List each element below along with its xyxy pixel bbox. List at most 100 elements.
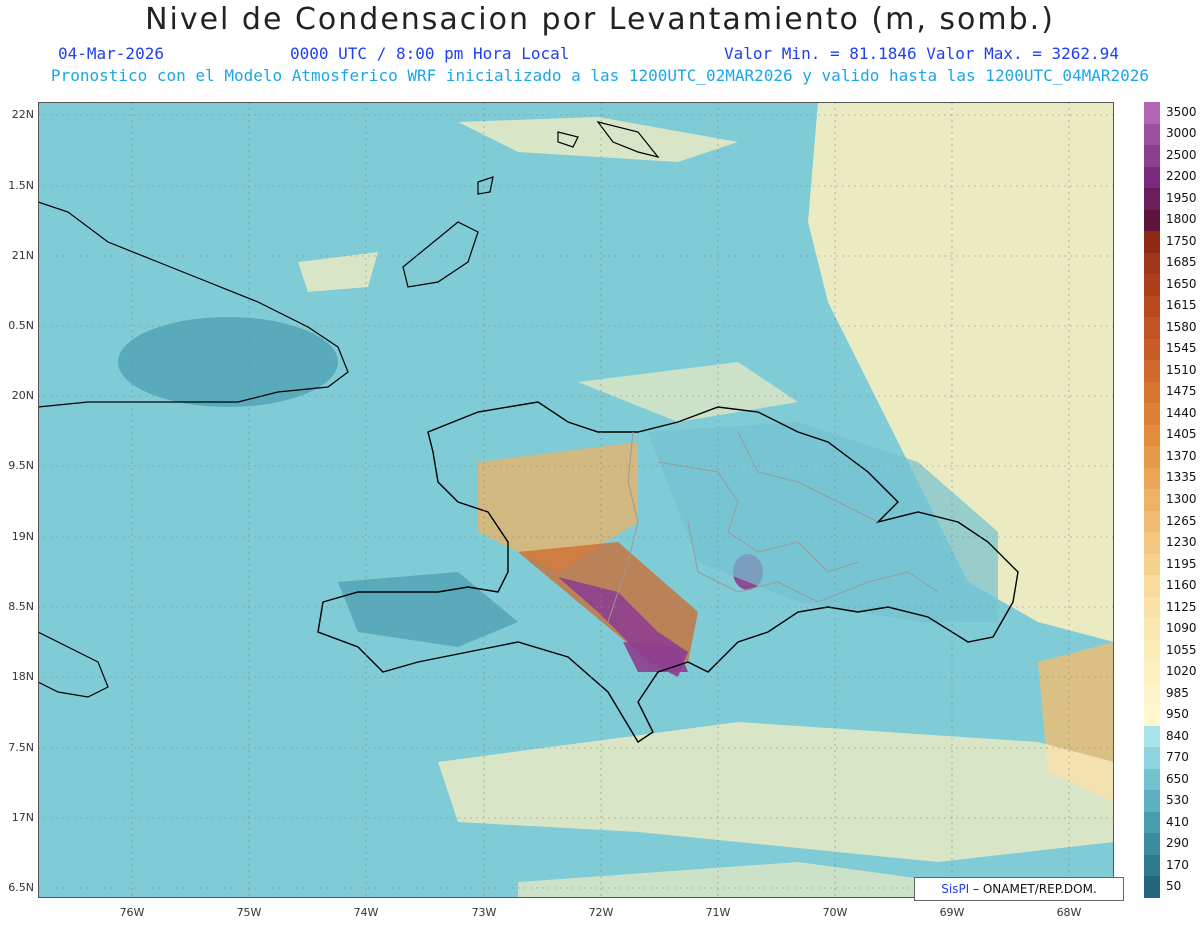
colorbar-swatch — [1144, 661, 1160, 684]
colorbar-swatch — [1144, 596, 1160, 619]
lat-label: 9.5N — [8, 459, 34, 472]
colorbar-label: 1090 — [1166, 621, 1197, 636]
coast-jamaica — [37, 631, 109, 698]
colorbar-swatch — [1144, 188, 1160, 211]
colorbar-swatch — [1144, 854, 1160, 877]
colorbar-swatch — [1144, 145, 1160, 168]
coast-inagua — [402, 221, 479, 288]
lon-label: 74W — [353, 906, 379, 919]
colorbar-swatch — [1144, 381, 1160, 404]
colorbar-swatch — [1144, 424, 1160, 447]
lat-label: 6.5N — [8, 881, 34, 894]
map-shade-north — [458, 117, 738, 162]
colorbar-swatch — [1144, 446, 1160, 469]
colorbar-swatch — [1144, 489, 1160, 512]
colorbar-label: 1195 — [1166, 556, 1197, 571]
coast-cuba — [37, 201, 349, 408]
colorbar-swatch — [1144, 639, 1160, 662]
colorbar-label: 1300 — [1166, 492, 1197, 506]
colorbar-label: 1440 — [1166, 405, 1197, 420]
colorbar-label: 1475 — [1166, 384, 1197, 399]
lat-label: 20N — [11, 389, 34, 402]
lat-label: 7.5N — [8, 741, 34, 754]
colorbar-label: 950 — [1166, 707, 1189, 722]
colorbar-swatch — [1144, 768, 1160, 791]
map-panel — [37, 102, 1114, 898]
colorbar-label: 1160 — [1166, 578, 1197, 593]
colorbar-swatch — [1144, 682, 1160, 705]
credit-brand: SisPI — [941, 882, 970, 896]
colorbar-label: 840 — [1166, 728, 1189, 743]
coast-island-1 — [477, 176, 494, 195]
colorbar-label: 410 — [1166, 814, 1189, 829]
map-shade-tiburon — [338, 572, 518, 647]
lon-label: 76W — [119, 906, 145, 919]
colorbar-label: 985 — [1166, 685, 1189, 700]
colorbar-label: 170 — [1166, 857, 1189, 872]
colorbar-label: 1580 — [1166, 319, 1197, 334]
colorbar-swatch — [1144, 725, 1160, 748]
lat-label: 19N — [11, 530, 34, 543]
province-borders-3 — [737, 431, 879, 523]
lon-label: 68W — [1056, 906, 1082, 919]
colorbar-swatch — [1144, 747, 1160, 770]
lat-label: 0.5N — [8, 319, 34, 332]
colorbar-swatch — [1144, 833, 1160, 856]
colorbar-swatch — [1144, 360, 1160, 383]
colorbar-swatch — [1144, 811, 1160, 834]
colorbar-swatch — [1144, 704, 1160, 727]
lat-label: 21N — [11, 249, 34, 262]
lat-label: 22N — [11, 108, 34, 121]
colorbar-swatch — [1144, 102, 1160, 124]
map-shade-north-3 — [578, 362, 798, 422]
forecast-time: 0000 UTC / 8:00 pm Hora Local — [290, 44, 570, 63]
province-borders-2 — [687, 521, 939, 603]
colorbar-label: 1405 — [1166, 427, 1197, 442]
colorbar-swatch — [1144, 467, 1160, 490]
colorbar-label: 2500 — [1166, 147, 1197, 162]
colorbar-label: 290 — [1166, 836, 1189, 851]
colorbar-label: 1230 — [1166, 535, 1197, 550]
lat-label: 17N — [11, 811, 34, 824]
map-shade-east — [808, 102, 1114, 642]
colorbar-swatch — [1144, 209, 1160, 232]
colorbar-swatch — [1144, 575, 1160, 598]
lon-label: 73W — [471, 906, 497, 919]
colorbar-label: 1750 — [1166, 233, 1197, 248]
map-shade-south — [438, 722, 1114, 862]
colorbar-label: 1510 — [1166, 362, 1197, 377]
forecast-date: 04-Mar-2026 — [58, 44, 164, 63]
map-canvas — [37, 102, 1114, 898]
colorbar-label: 1685 — [1166, 255, 1197, 270]
colorbar-label: 50 — [1166, 879, 1182, 894]
colorbar-label: 1055 — [1166, 642, 1197, 657]
colorbar-swatch — [1144, 403, 1160, 426]
colorbar-swatch — [1144, 123, 1160, 146]
lon-label: 70W — [822, 906, 848, 919]
colorbar-label: 1125 — [1166, 599, 1197, 614]
colorbar-label: 650 — [1166, 771, 1189, 786]
colorbar-label: 1545 — [1166, 341, 1197, 356]
colorbar-swatch — [1144, 231, 1160, 254]
model-subtitle: Pronostico con el Modelo Atmosferico WRF… — [50, 66, 1150, 85]
colorbar-swatch — [1144, 532, 1160, 555]
map-shade-cuba — [118, 317, 338, 407]
colorbar-swatch — [1144, 274, 1160, 297]
map-shade-haiti-north — [478, 442, 638, 572]
lon-label: 71W — [705, 906, 731, 919]
map-shade-north-2 — [298, 252, 378, 292]
lat-label: 1.5N — [8, 179, 34, 192]
map-frame — [38, 102, 1114, 898]
colorbar-label: 3000 — [1166, 126, 1197, 141]
min-max-values: Valor Min. = 81.1846 Valor Max. = 3262.9… — [724, 44, 1119, 63]
colorbar-label: 1335 — [1166, 470, 1197, 485]
coast-hispaniola — [317, 401, 1019, 743]
border-haiti-dr — [607, 431, 639, 623]
credit-text: – ONAMET/REP.DOM. — [973, 882, 1097, 896]
colorbar — [1144, 102, 1160, 899]
map-title: Nivel de Condensacion por Levantamiento … — [145, 2, 1055, 37]
map-shade-dr — [648, 422, 998, 622]
colorbar-label: 530 — [1166, 793, 1189, 808]
lon-label: 75W — [236, 906, 262, 919]
colorbar-label: 2200 — [1166, 169, 1197, 184]
